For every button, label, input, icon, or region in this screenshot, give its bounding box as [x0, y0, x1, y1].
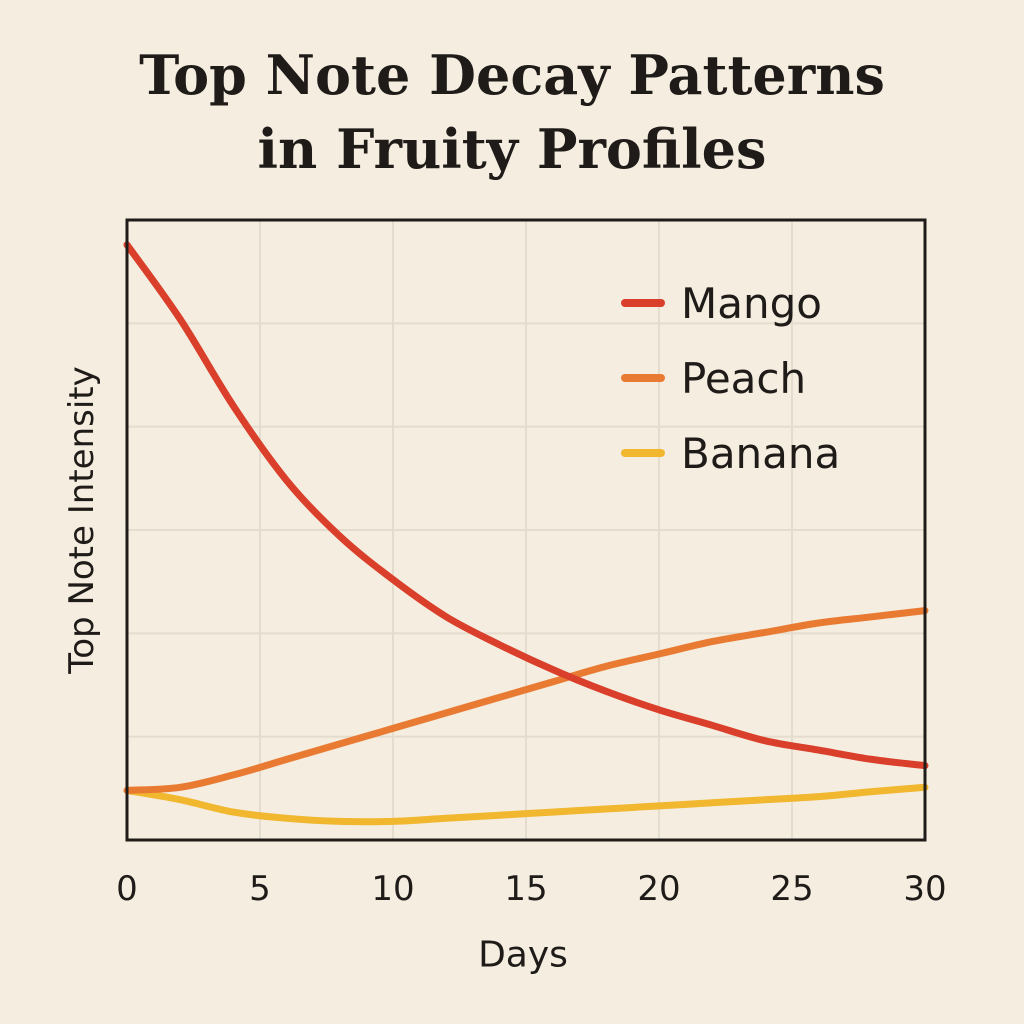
- x-tick-labels: 0 5 10 15 20 25 30: [116, 869, 946, 909]
- legend-label-banana: Banana: [681, 429, 840, 478]
- x-axis-label: Days: [478, 934, 568, 976]
- legend-label-peach: Peach: [681, 354, 806, 403]
- x-tick-label-30: 30: [903, 869, 946, 909]
- series-line-peach: [123, 607, 929, 794]
- x-tick-label-10: 10: [371, 869, 414, 909]
- series-lines: [123, 241, 929, 826]
- x-tick-label-0: 0: [116, 869, 138, 909]
- series-line-mango: [123, 241, 929, 770]
- legend: Mango Peach Banana: [621, 279, 840, 478]
- chart-title-line-1: Top Note Decay Patterns: [139, 43, 885, 107]
- x-tick-label-5: 5: [249, 869, 271, 909]
- chart-title-line-2: in Fruity Profiles: [257, 117, 767, 181]
- x-tick-label-20: 20: [637, 869, 680, 909]
- legend-label-mango: Mango: [681, 279, 822, 328]
- series-line-banana: [123, 783, 929, 826]
- grid-lines: [127, 220, 925, 840]
- plot-frame: [125, 218, 927, 842]
- chart-title: Top Note Decay Patterns in Fruity Profil…: [0, 38, 1024, 186]
- y-axis-label: Top Note Intensity: [62, 366, 102, 674]
- x-tick-label-25: 25: [770, 869, 813, 909]
- x-tick-label-15: 15: [504, 869, 547, 909]
